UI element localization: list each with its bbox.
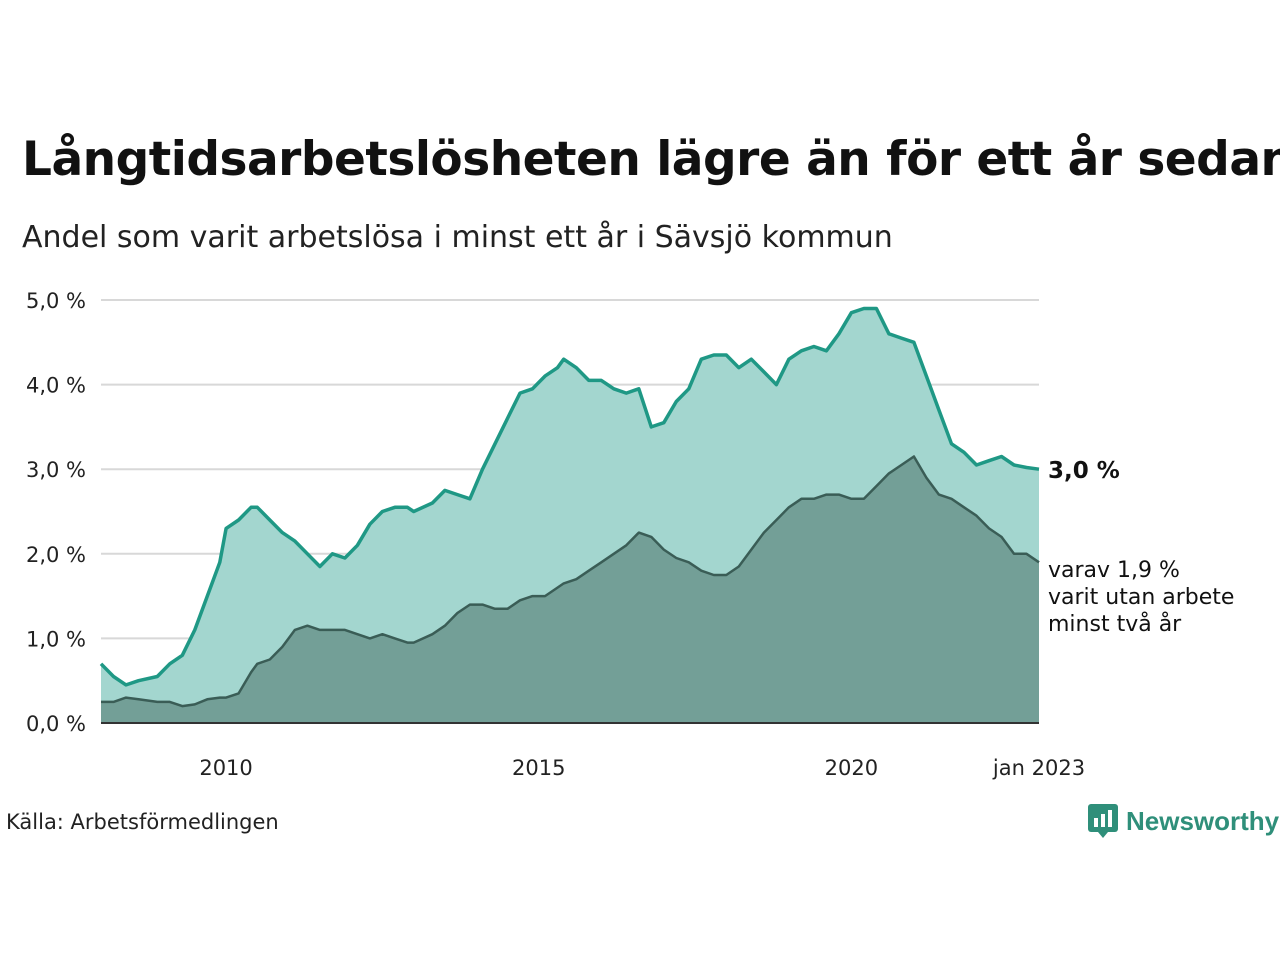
- y-tick-label: 5,0 %: [26, 289, 86, 313]
- x-tick-label: 2015: [512, 756, 565, 780]
- brand-name: Newsworthy: [1126, 805, 1280, 836]
- axis-layer: 0,0 % 1,0 % 2,0 % 3,0 % 4,0 % 5,0 % 2010 2015 20…: [26, 289, 1085, 780]
- y-tick-label: 4,0 %: [26, 374, 86, 398]
- latest-value-label: 3,0 %: [1048, 458, 1120, 484]
- newsworthy-logo: Newsworthy: [1088, 804, 1279, 838]
- source-note: Källa: Arbetsförmedlingen: [6, 810, 279, 834]
- newsworthy-logo-icon: [1088, 804, 1118, 838]
- series-2-line: [101, 455, 1040, 708]
- area-layer: [99, 306, 1040, 723]
- x-tick-label: 2010: [199, 756, 252, 780]
- x-tick-label: jan 2023: [992, 756, 1085, 780]
- series-1-line: [99, 306, 1040, 687]
- x-tick-label: 2020: [825, 756, 878, 780]
- y-tick-label: 2,0 %: [26, 543, 86, 567]
- y-tick-label: 0,0 %: [26, 712, 86, 736]
- chart-title: Långtidsarbetslösheten lägre än för ett …: [22, 132, 1280, 187]
- series-2-area: [101, 456, 1039, 723]
- sub-series-label-line: varit utan arbete: [1048, 585, 1234, 610]
- sub-series-label-line: varav 1,9 %: [1048, 558, 1180, 583]
- chart-subtitle: Andel som varit arbetslösa i minst ett å…: [22, 220, 893, 255]
- y-tick-label: 1,0 %: [26, 627, 86, 651]
- y-tick-label: 3,0 %: [26, 458, 86, 482]
- sub-series-label-line: minst två år: [1048, 611, 1182, 637]
